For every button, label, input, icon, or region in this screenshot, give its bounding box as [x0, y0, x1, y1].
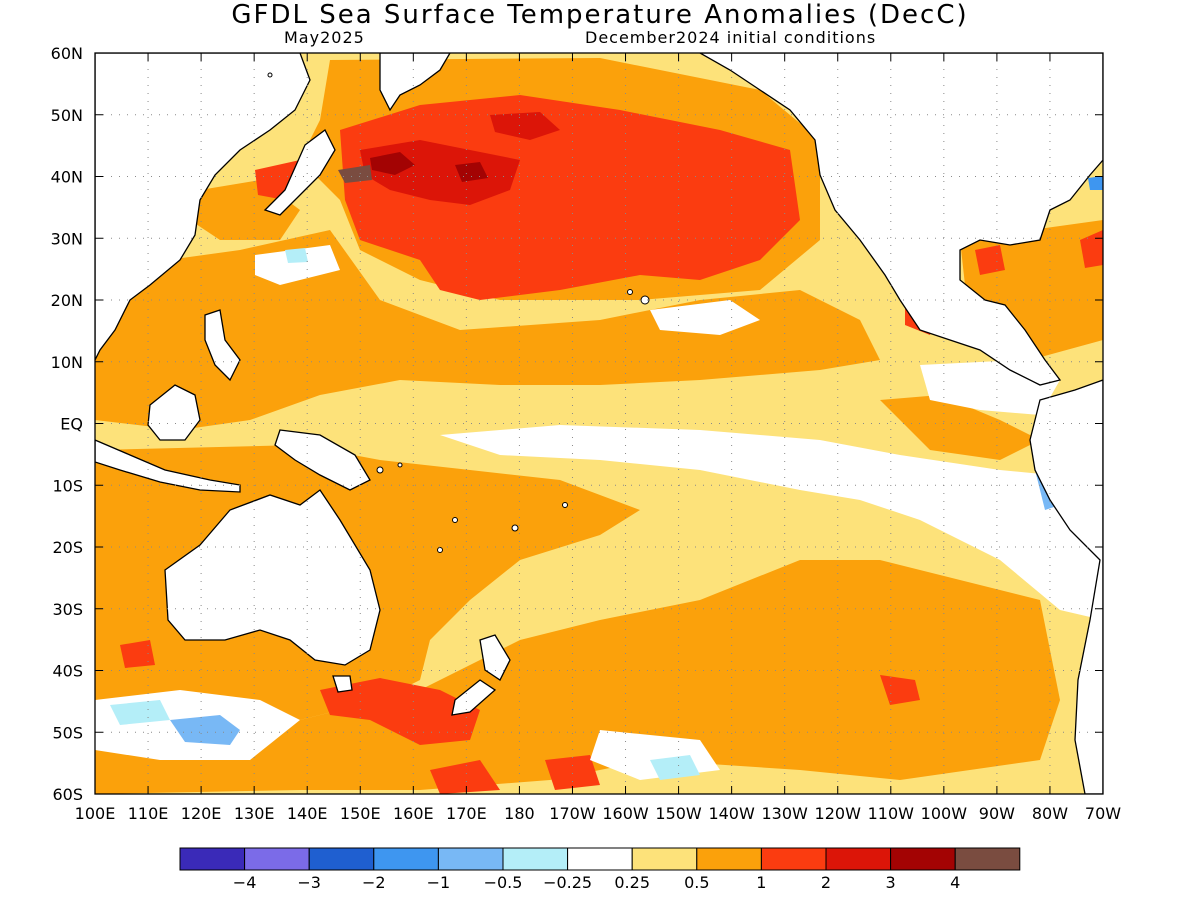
- lon-label: 180: [504, 804, 535, 823]
- color-bar-swatch: [631, 847, 698, 871]
- color-bar-swatch: [244, 847, 310, 871]
- initial-conditions-label: December2024 initial conditions: [585, 28, 877, 47]
- lat-label: 30S: [52, 600, 83, 619]
- lat-label: 10N: [51, 353, 83, 372]
- lon-label: 100W: [921, 804, 968, 823]
- color-bar-label: −3: [297, 873, 321, 892]
- color-bar-label: 0.25: [614, 873, 650, 892]
- color-bar-label: −0.25: [543, 873, 592, 892]
- lat-label: 20N: [51, 291, 83, 310]
- color-bar-swatch: [567, 847, 633, 871]
- color-bar-swatch: [373, 847, 439, 871]
- anomaly-field: [95, 53, 1103, 794]
- lon-label: 110E: [128, 804, 169, 823]
- lon-label: 90W: [979, 804, 1015, 823]
- color-bar-swatch: [179, 847, 246, 871]
- lon-label: 80W: [1032, 804, 1068, 823]
- color-bar-legend: [179, 847, 1021, 871]
- lon-label: 130W: [762, 804, 809, 823]
- lon-label: 160E: [393, 804, 434, 823]
- lat-label: 20S: [52, 538, 83, 557]
- lon-label: 140W: [708, 804, 755, 823]
- lon-label: 110W: [868, 804, 915, 823]
- lat-label: 40N: [51, 168, 83, 187]
- lon-label: 150W: [655, 804, 702, 823]
- color-bar-swatch: [308, 847, 375, 871]
- lon-label: 70W: [1085, 804, 1121, 823]
- color-bar-swatch: [825, 847, 892, 871]
- lat-label: 40S: [52, 662, 83, 681]
- color-bar-swatch: [437, 847, 504, 871]
- latitude-labels: 60N 50N 40N 30N 20N 10N EQ 10S 20S 30S 40S 50S 60S: [51, 44, 83, 804]
- lat-label: 10S: [52, 476, 83, 495]
- longitude-labels: 100E 110E 120E 130E 140E 150E 160E 170E 180 170W 1…: [75, 804, 1122, 823]
- lon-label: 140E: [287, 804, 328, 823]
- color-bar-label: −4: [233, 873, 257, 892]
- lat-label: 50N: [51, 106, 83, 125]
- lat-label: 60S: [52, 785, 83, 804]
- lon-label: 160W: [602, 804, 649, 823]
- lon-label: 170W: [549, 804, 596, 823]
- color-bar-label: 3: [886, 873, 896, 892]
- color-bar-label: −2: [362, 873, 386, 892]
- axis-ticks: [94, 52, 1104, 795]
- color-bar-label: 2: [821, 873, 831, 892]
- lon-label: 120E: [181, 804, 222, 823]
- lon-label: 130E: [234, 804, 275, 823]
- coastlines: [95, 53, 1103, 794]
- color-bar-labels: −4 −3 −2 −1 −0.5 −0.25 0.25 0.5 1 2 3 4: [233, 873, 960, 892]
- lat-label: EQ: [60, 415, 83, 434]
- color-bar-label: 1: [756, 873, 766, 892]
- color-bar-swatch: [502, 847, 569, 871]
- color-bar-label: −1: [427, 873, 451, 892]
- color-bar-swatch: [696, 847, 762, 871]
- lat-label: 60N: [51, 44, 83, 63]
- lon-label: 170E: [446, 804, 487, 823]
- target-month-label: May2025: [284, 28, 365, 47]
- color-bar-swatch: [760, 847, 827, 871]
- color-bar-swatch: [954, 847, 1021, 871]
- color-bar-swatch: [890, 847, 956, 871]
- color-bar-label: 0.5: [684, 873, 709, 892]
- lon-label: 120W: [815, 804, 862, 823]
- map-title: GFDL Sea Surface Temperature Anomalies (…: [231, 0, 969, 30]
- lon-label: 100E: [75, 804, 116, 823]
- color-bar-label: 4: [950, 873, 960, 892]
- graticule: [95, 53, 1103, 794]
- lat-label: 50S: [52, 723, 83, 742]
- lon-label: 150E: [340, 804, 381, 823]
- small-islands: [267, 72, 650, 553]
- lat-label: 30N: [51, 229, 83, 248]
- color-bar-label: −0.5: [484, 873, 523, 892]
